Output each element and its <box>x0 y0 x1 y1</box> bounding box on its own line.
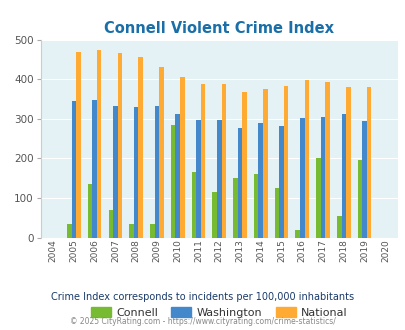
Bar <box>134 107 138 238</box>
Bar <box>242 92 246 238</box>
Bar <box>92 100 97 238</box>
Bar <box>336 216 341 238</box>
Bar <box>283 86 288 238</box>
Text: Crime Index corresponds to incidents per 100,000 inhabitants: Crime Index corresponds to incidents per… <box>51 292 354 302</box>
Bar <box>232 178 237 238</box>
Bar <box>304 80 309 238</box>
Bar <box>253 174 258 238</box>
Bar <box>357 160 362 238</box>
Bar <box>366 87 371 238</box>
Bar <box>67 224 71 238</box>
Text: © 2025 CityRating.com - https://www.cityrating.com/crime-statistics/: © 2025 CityRating.com - https://www.city… <box>70 317 335 326</box>
Bar <box>196 119 200 238</box>
Bar <box>362 121 366 238</box>
Bar <box>191 172 196 238</box>
Bar <box>279 125 283 238</box>
Bar <box>87 184 92 238</box>
Bar <box>97 50 101 238</box>
Bar <box>175 114 179 238</box>
Bar <box>341 115 345 238</box>
Bar <box>171 125 175 238</box>
Bar <box>216 119 221 238</box>
Bar <box>108 210 113 238</box>
Bar <box>138 57 143 238</box>
Bar <box>71 101 76 238</box>
Bar <box>237 127 242 238</box>
Bar <box>129 224 134 238</box>
Bar <box>117 53 122 238</box>
Bar <box>262 89 267 238</box>
Bar <box>299 117 304 238</box>
Bar <box>295 230 299 238</box>
Bar <box>315 158 320 238</box>
Title: Connell Violent Crime Index: Connell Violent Crime Index <box>104 21 333 36</box>
Bar <box>258 123 262 238</box>
Bar <box>274 188 279 238</box>
Bar <box>212 192 216 238</box>
Bar <box>179 77 184 238</box>
Bar <box>221 84 226 238</box>
Bar <box>159 67 163 238</box>
Bar <box>320 117 324 238</box>
Bar <box>154 106 159 238</box>
Bar <box>76 52 81 238</box>
Bar <box>200 84 205 238</box>
Bar <box>113 106 117 238</box>
Legend: Connell, Washington, National: Connell, Washington, National <box>86 303 352 322</box>
Bar <box>345 87 350 238</box>
Bar <box>324 82 329 238</box>
Bar <box>150 224 154 238</box>
